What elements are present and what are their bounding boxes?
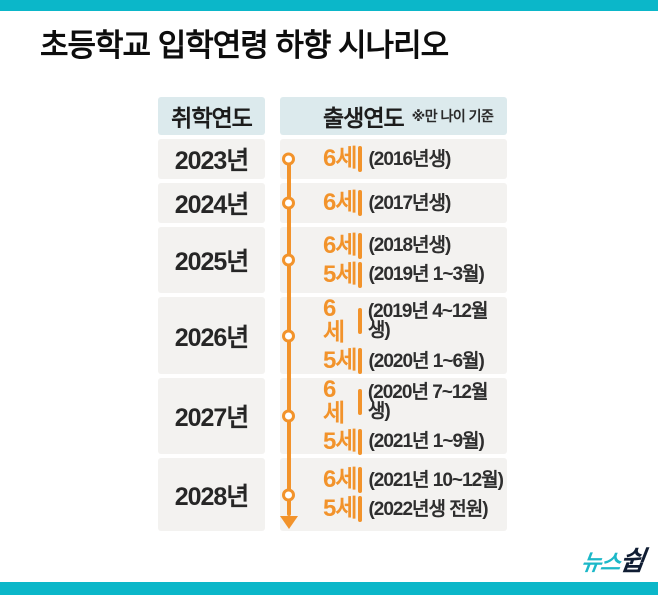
age-divider: [358, 467, 363, 493]
logo-news-text: 뉴스: [579, 550, 622, 575]
scenario-table: 취학연도 출생연도 ※만 나이 기준 2023년 6세 (2016년생) 202…: [158, 97, 507, 531]
age-label: 5세: [323, 495, 357, 522]
birth-detail-label: (2020년 1~6월): [368, 350, 484, 372]
birth-info-cell: 6세 (2018년생) 5세 (2019년 1~3월): [280, 227, 507, 293]
age-divider: [358, 146, 363, 172]
column-gap: [265, 97, 280, 135]
birth-info-cell: 6세 (2016년생): [280, 139, 507, 179]
column-gap: [265, 139, 280, 179]
age-divider: [358, 428, 363, 455]
table-row: 2027년 6세 (2020년 7~12월생) 5세 (2021년 1~9월): [158, 375, 507, 455]
birth-info-cell: 6세 (2019년 4~12월생) 5세 (2020년 1~6월): [280, 297, 507, 374]
column-gap: [265, 183, 280, 223]
age-label: 5세: [323, 427, 357, 455]
header-cell-school-year: 취학연도: [158, 97, 265, 135]
age-label: 5세: [323, 347, 357, 374]
birth-detail-label: (2021년 10~12월): [368, 469, 504, 491]
birth-info-cell: 6세 (2017년생): [280, 183, 507, 223]
bottom-accent-bar: [0, 582, 658, 595]
birth-detail-label: (2018년생): [368, 235, 451, 256]
timeline-arrow-icon: [280, 516, 298, 529]
year-cell: 2028년: [158, 458, 265, 531]
timeline-dot: [282, 409, 295, 423]
table-row: 2023년 6세 (2016년생): [158, 139, 507, 179]
year-cell: 2026년: [158, 297, 265, 374]
birth-entry: 5세 (2019년 1~3월): [323, 260, 507, 288]
timeline-dot: [282, 253, 295, 267]
page-title: 초등학교 입학연령 하향 시나리오: [40, 28, 449, 63]
age-divider: [358, 190, 363, 216]
column-gap: [265, 378, 280, 454]
birth-info-cell: 6세 (2021년 10~12월) 5세 (2022년생 전원): [280, 458, 507, 531]
timeline-dot: [282, 329, 295, 342]
birth-entry: 6세 (2020년 7~12월생): [323, 375, 507, 427]
birth-detail-label: (2016년생): [368, 148, 451, 170]
birth-detail-label: (2021년 1~9월): [368, 431, 484, 452]
age-label: 6세: [323, 466, 357, 493]
age-label: 6세: [323, 295, 345, 346]
top-accent-bar: [0, 0, 658, 11]
timeline-dot: [282, 152, 295, 166]
age-divider: [357, 388, 362, 415]
table-row: 2026년 6세 (2019년 4~12월생) 5세 (2020년 1~6월): [158, 297, 507, 374]
timeline-dot: [282, 196, 295, 210]
table-row: 2028년 6세 (2021년 10~12월) 5세 (2022년생 전원): [158, 458, 507, 531]
year-cell: 2025년: [158, 227, 265, 293]
age-divider: [358, 232, 363, 259]
birth-entry: 6세 (2019년 4~12월생): [323, 297, 507, 345]
birth-detail-label: (2017년생): [368, 192, 451, 214]
age-label: 6세: [323, 375, 345, 427]
table-header-row: 취학연도 출생연도 ※만 나이 기준: [158, 97, 507, 135]
birth-entry: 5세 (2021년 1~9월): [323, 427, 507, 455]
birth-detail-label: (2019년 4~12월생): [367, 301, 489, 341]
age-label: 6세: [323, 145, 357, 172]
age-label: 5세: [323, 260, 357, 288]
birth-detail-label: (2019년 1~3월): [368, 264, 484, 285]
age-divider: [357, 308, 362, 334]
year-cell: 2023년: [158, 139, 265, 179]
column-gap: [265, 458, 280, 531]
age-label: 6세: [323, 189, 357, 216]
birth-entry: 6세 (2018년생): [323, 231, 507, 259]
column-gap: [265, 227, 280, 293]
news-ship-logo: 뉴스쉽: [579, 539, 647, 578]
table-row: 2024년 6세 (2017년생): [158, 183, 507, 223]
birth-detail-label: (2020년 7~12월생): [367, 381, 489, 422]
school-year-header-label: 취학연도: [171, 105, 253, 131]
birth-detail-label: (2022년생 전원): [368, 498, 488, 520]
birth-entry: 6세 (2017년생): [323, 190, 507, 216]
birth-year-header-label: 출생연도: [323, 105, 405, 131]
age-divider: [358, 348, 363, 374]
birth-info-cell: 6세 (2020년 7~12월생) 5세 (2021년 1~9월): [280, 375, 507, 455]
birth-entry: 5세 (2022년생 전원): [323, 496, 507, 522]
year-cell: 2027년: [158, 378, 265, 454]
birth-entry: 5세 (2020년 1~6월): [323, 348, 507, 374]
table-row: 2025년 6세 (2018년생) 5세 (2019년 1~3월): [158, 227, 507, 293]
year-cell: 2024년: [158, 183, 265, 223]
age-divider: [358, 496, 363, 522]
logo-ship-text: 쉽: [617, 546, 646, 576]
header-cell-birth-year: 출생연도 ※만 나이 기준: [280, 97, 507, 135]
age-divider: [358, 261, 363, 288]
birth-entry: 6세 (2021년 10~12월): [323, 467, 507, 493]
timeline-dot: [282, 488, 295, 501]
birth-entry: 6세 (2016년생): [323, 146, 507, 172]
age-basis-note: ※만 나이 기준: [411, 108, 494, 124]
column-gap: [265, 297, 280, 374]
age-label: 6세: [323, 231, 357, 259]
